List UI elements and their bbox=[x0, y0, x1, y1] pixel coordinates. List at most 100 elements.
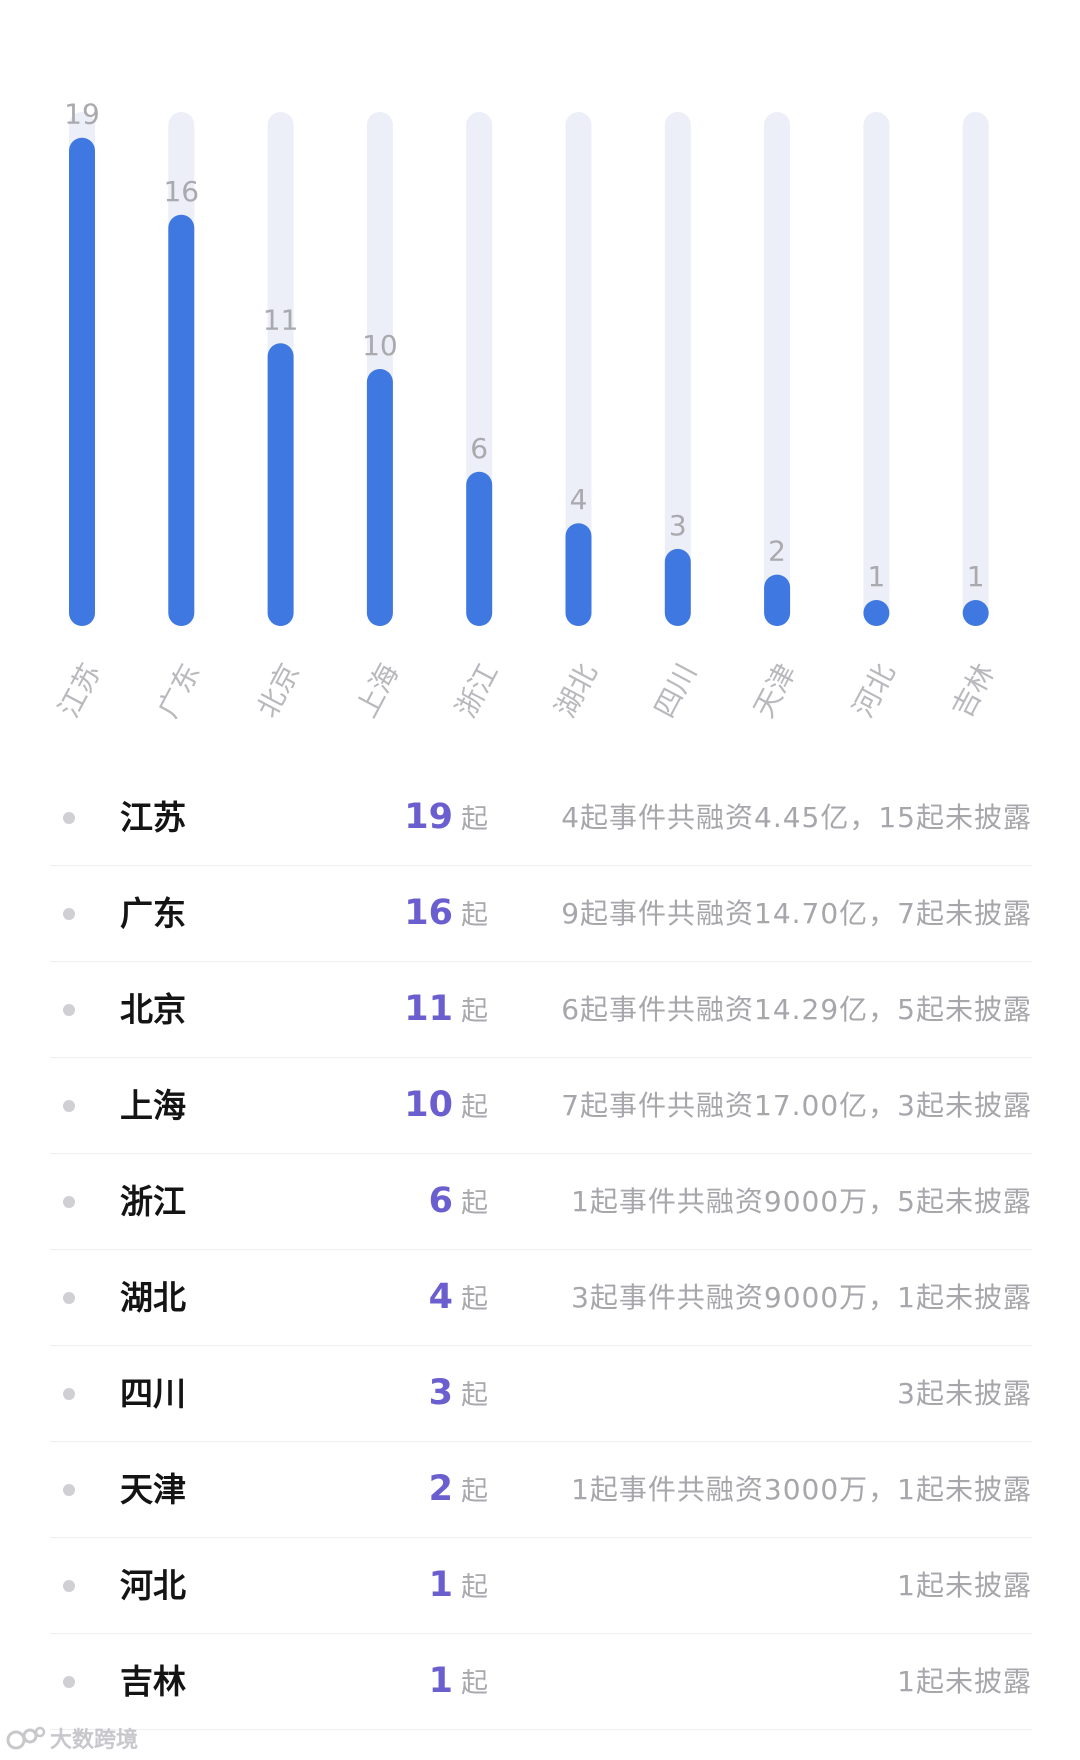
bullet-icon bbox=[63, 1388, 75, 1400]
table-row: 河北 1 起 1起未披露 bbox=[50, 1538, 1032, 1634]
bar-河北 bbox=[863, 600, 890, 626]
region-name: 天津 bbox=[120, 1470, 186, 1509]
funding-detail: 3起未披露 bbox=[897, 1377, 1032, 1410]
region-name: 北京 bbox=[120, 990, 186, 1029]
bullet-icon bbox=[63, 1196, 75, 1208]
bar-吉林 bbox=[962, 600, 989, 626]
bullet-icon bbox=[63, 1676, 75, 1688]
count-unit: 起 bbox=[461, 1284, 488, 1315]
bar-上海 bbox=[366, 369, 393, 626]
watermark-text: 大数跨境 bbox=[50, 1728, 139, 1753]
region-name: 江苏 bbox=[120, 798, 186, 837]
table-row: 湖北 4 起 3起事件共融资9000万，1起未披露 bbox=[50, 1250, 1032, 1346]
bar-track bbox=[863, 112, 890, 626]
bar-四川 bbox=[664, 548, 691, 626]
funding-detail: 7起事件共融资17.00亿，3起未披露 bbox=[561, 1089, 1032, 1122]
category-label: 天津 bbox=[747, 658, 802, 723]
funding-detail: 1起未披露 bbox=[897, 1569, 1032, 1602]
bar-track bbox=[565, 112, 592, 626]
table-row: 浙江 6 起 1起事件共融资9000万，5起未披露 bbox=[50, 1154, 1032, 1250]
bar-track bbox=[962, 112, 989, 626]
bar-浙江 bbox=[466, 471, 493, 626]
category-label: 湖北 bbox=[548, 658, 603, 723]
bar-chart: 19 江苏 16 广东 11 北京 10 上海 6 浙江 4 湖北 3 四川 2 天津 1 河北 1 吉林 bbox=[52, 98, 1001, 723]
category-label: 江苏 bbox=[52, 658, 107, 723]
funding-detail: 4起事件共融资4.45亿，15起未披露 bbox=[561, 801, 1032, 834]
count-number: 6 bbox=[428, 1181, 453, 1221]
count-number: 1 bbox=[428, 1565, 453, 1605]
count-number: 16 bbox=[404, 893, 453, 933]
table-row: 北京 11 起 6起事件共融资14.29亿，5起未披露 bbox=[50, 962, 1032, 1058]
region-table: 江苏 19 起 4起事件共融资4.45亿，15起未披露 广东 16 起 9起事件共融资14.7… bbox=[50, 770, 1032, 1730]
table-row: 四川 3 起 3起未披露 bbox=[50, 1346, 1032, 1442]
value-label: 16 bbox=[163, 175, 199, 208]
count-unit: 起 bbox=[461, 996, 488, 1027]
count-number: 19 bbox=[404, 797, 453, 837]
count-number: 11 bbox=[404, 989, 453, 1029]
funding-detail: 6起事件共融资14.29亿，5起未披露 bbox=[561, 993, 1032, 1026]
count-unit: 起 bbox=[461, 900, 488, 931]
count-unit: 起 bbox=[461, 1476, 488, 1507]
bar-湖北 bbox=[565, 523, 592, 626]
value-label: 19 bbox=[64, 98, 100, 131]
bar-track bbox=[764, 112, 791, 626]
funding-detail: 1起事件共融资9000万，5起未披露 bbox=[571, 1185, 1032, 1218]
bullet-icon bbox=[63, 1292, 75, 1304]
bullet-icon bbox=[63, 812, 75, 824]
category-label: 吉林 bbox=[946, 658, 1001, 723]
value-label: 4 bbox=[570, 483, 588, 516]
region-name: 上海 bbox=[120, 1086, 186, 1125]
category-label: 河北 bbox=[846, 658, 901, 723]
value-label: 10 bbox=[362, 329, 398, 362]
region-name: 湖北 bbox=[120, 1278, 186, 1317]
table-row: 上海 10 起 7起事件共融资17.00亿，3起未披露 bbox=[50, 1058, 1032, 1154]
funding-detail: 1起事件共融资3000万，1起未披露 bbox=[571, 1473, 1032, 1506]
region-name: 四川 bbox=[120, 1374, 186, 1413]
bar-江苏 bbox=[69, 137, 95, 626]
category-label: 广东 bbox=[151, 658, 206, 723]
event-count: 16 起 bbox=[404, 866, 488, 966]
region-name: 广东 bbox=[120, 894, 186, 933]
value-label: 6 bbox=[470, 432, 488, 465]
table-row: 江苏 19 起 4起事件共融资4.45亿，15起未披露 bbox=[50, 770, 1032, 866]
category-label: 浙江 bbox=[449, 658, 504, 723]
bar-天津 bbox=[764, 574, 791, 626]
funding-detail: 1起未披露 bbox=[897, 1665, 1032, 1698]
value-label: 1 bbox=[867, 560, 885, 593]
count-number: 2 bbox=[428, 1469, 453, 1509]
category-label: 上海 bbox=[350, 658, 405, 723]
watermark: 大数跨境 bbox=[6, 1722, 138, 1754]
bullet-icon bbox=[63, 908, 75, 920]
value-label: 11 bbox=[263, 303, 299, 336]
table-row: 广东 16 起 9起事件共融资14.70亿，7起未披露 bbox=[50, 866, 1032, 962]
event-count: 11 起 bbox=[404, 962, 488, 1062]
bullet-icon bbox=[63, 1004, 75, 1016]
count-number: 1 bbox=[428, 1661, 453, 1701]
count-number: 10 bbox=[404, 1085, 453, 1125]
value-label: 1 bbox=[967, 560, 985, 593]
table-row: 天津 2 起 1起事件共融资3000万，1起未披露 bbox=[50, 1442, 1032, 1538]
bullet-icon bbox=[63, 1484, 75, 1496]
bar-广东 bbox=[168, 214, 195, 627]
count-unit: 起 bbox=[461, 1380, 488, 1411]
bar-北京 bbox=[267, 343, 294, 626]
count-number: 4 bbox=[428, 1277, 453, 1317]
count-unit: 起 bbox=[461, 1572, 488, 1603]
count-unit: 起 bbox=[461, 804, 488, 835]
count-unit: 起 bbox=[461, 1668, 488, 1699]
count-unit: 起 bbox=[461, 1188, 488, 1219]
table-row: 吉林 1 起 1起未披露 bbox=[50, 1634, 1032, 1730]
bar-track bbox=[664, 112, 691, 626]
event-count: 19 起 bbox=[404, 770, 488, 870]
category-label: 北京 bbox=[250, 658, 305, 723]
category-label: 四川 bbox=[648, 658, 703, 723]
count-unit: 起 bbox=[461, 1092, 488, 1123]
region-name: 河北 bbox=[120, 1566, 186, 1605]
funding-detail: 9起事件共融资14.70亿，7起未披露 bbox=[561, 897, 1032, 930]
